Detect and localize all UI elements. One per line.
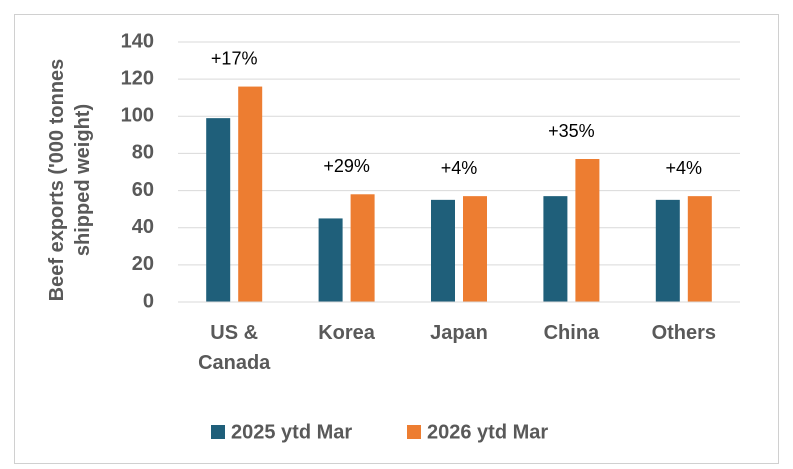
y-tick-label: 100 bbox=[121, 105, 154, 127]
bar bbox=[206, 118, 231, 303]
legend-label: 2026 ytd Mar bbox=[427, 421, 548, 443]
x-tick-label: Japan bbox=[430, 322, 488, 344]
x-tick-label: Others bbox=[651, 322, 717, 344]
change-label: +4% bbox=[441, 158, 478, 178]
bar bbox=[575, 159, 600, 302]
legend-label: 2025 ytd Mar bbox=[231, 421, 352, 443]
bar bbox=[543, 196, 568, 302]
y-tick-label: 0 bbox=[143, 290, 154, 312]
bar bbox=[350, 194, 375, 302]
change-label: +17% bbox=[211, 48, 258, 68]
bar bbox=[687, 196, 712, 302]
x-tick-label: Korea bbox=[318, 322, 375, 344]
y-tick-label: 140 bbox=[121, 30, 154, 52]
bar bbox=[238, 86, 263, 302]
bar bbox=[431, 199, 455, 302]
bar bbox=[318, 218, 343, 302]
y-tick-label: 20 bbox=[132, 253, 154, 275]
legend-swatch bbox=[211, 425, 225, 439]
change-label: +29% bbox=[323, 156, 370, 176]
chart-frame bbox=[14, 14, 779, 464]
y-tick-label: 60 bbox=[132, 179, 154, 201]
y-tick-label: 120 bbox=[121, 67, 154, 89]
y-tick-label: 80 bbox=[132, 142, 154, 164]
bar bbox=[463, 196, 487, 302]
change-label: +35% bbox=[548, 121, 595, 141]
y-tick-label: 40 bbox=[132, 216, 154, 238]
x-tick-label: China bbox=[543, 322, 600, 344]
change-label: +4% bbox=[666, 158, 703, 178]
x-tick-label: US & Canada bbox=[198, 322, 271, 374]
bar bbox=[655, 199, 680, 302]
legend-swatch bbox=[407, 425, 421, 439]
